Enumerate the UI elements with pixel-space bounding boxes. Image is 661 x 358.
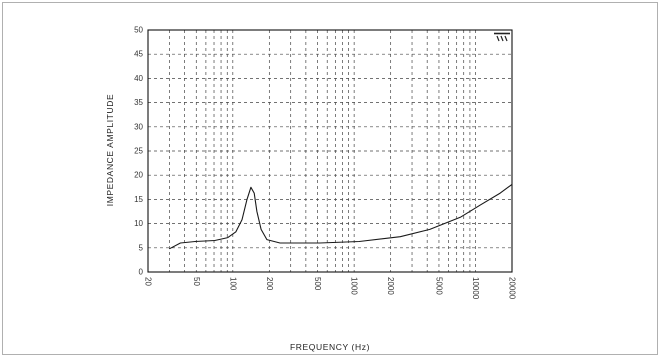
y-tick-label: 0 bbox=[139, 268, 144, 277]
x-tick-label: 20 bbox=[144, 277, 153, 286]
x-tick-label: 2000 bbox=[386, 277, 395, 295]
x-axis-title: FREQUENCY (Hz) bbox=[290, 342, 370, 352]
y-tick-label: 45 bbox=[134, 50, 143, 59]
x-tick-label: 50 bbox=[192, 277, 201, 286]
series-layer bbox=[169, 183, 513, 250]
y-tick-label: 15 bbox=[134, 195, 143, 204]
y-tick-label: 20 bbox=[134, 171, 143, 180]
tick-labels: 0 5 10 15 20 25 30 35 40 45 50 20 50 100 200 500 1000 200… bbox=[134, 26, 516, 300]
y-axis-title: IMPEDANCE AMPLITUDE bbox=[105, 94, 115, 206]
logo-mark bbox=[494, 32, 510, 42]
x-tick-label: 1000 bbox=[350, 277, 359, 295]
y-tick-label: 50 bbox=[134, 26, 143, 35]
y-tick-label: 30 bbox=[134, 122, 143, 131]
x-tick-label: 5000 bbox=[435, 277, 444, 295]
x-tick-label: 200 bbox=[265, 277, 274, 291]
y-tick-label: 5 bbox=[139, 243, 144, 252]
y-tick-label: 25 bbox=[134, 147, 143, 156]
x-tick-label: 10000 bbox=[471, 277, 480, 300]
x-tick-label: 100 bbox=[228, 277, 237, 291]
series-line bbox=[169, 183, 513, 250]
figure-border bbox=[2, 2, 658, 355]
x-tick-label: 500 bbox=[313, 277, 322, 291]
y-tick-label: 40 bbox=[134, 74, 143, 83]
x-tick-label: 20000 bbox=[508, 277, 517, 300]
plot-frame bbox=[147, 29, 513, 273]
y-tick-label: 35 bbox=[134, 98, 143, 107]
grid bbox=[148, 30, 512, 272]
y-tick-label: 10 bbox=[134, 219, 143, 228]
